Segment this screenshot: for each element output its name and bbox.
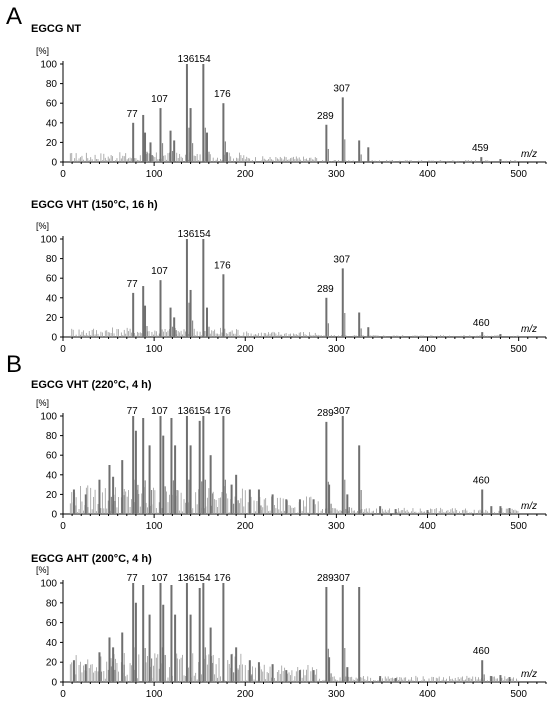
chart-title: EGCG AHT (200°C, 4 h): [31, 553, 152, 565]
x-tick-label: 500: [510, 344, 527, 355]
x-tick-label: 300: [328, 344, 345, 355]
peak-label: 289: [317, 111, 334, 122]
x-tick-label: 0: [60, 169, 66, 180]
peak-label: 289: [317, 573, 334, 584]
peak-label: 307: [333, 83, 350, 94]
x-tick-label: 100: [146, 344, 163, 355]
peak-label: 136: [178, 406, 195, 417]
y-tick-label: 60: [46, 99, 58, 110]
x-tick-label: 500: [510, 169, 527, 180]
peak-label: 107: [151, 266, 168, 277]
y-tick-label: 80: [46, 254, 58, 265]
peak-label: 307: [333, 254, 350, 265]
y-tick-label: 60: [46, 451, 58, 462]
peak-label: 77: [127, 406, 139, 417]
peak-label: 176: [214, 573, 231, 584]
y-tick-label: 20: [46, 313, 58, 324]
peak-label: 154: [194, 229, 211, 240]
y-tick-label: 20: [46, 490, 58, 501]
x-tick-label: 200: [237, 521, 254, 532]
peak-label: 307: [333, 573, 350, 584]
peak-label: 176: [214, 89, 231, 100]
peak-label: 307: [333, 406, 350, 417]
y-tick-label: 20: [46, 658, 58, 669]
y-tick-label: 40: [46, 470, 58, 481]
y-tick-label: 40: [46, 118, 58, 129]
peak-label: 176: [214, 260, 231, 271]
peak-label: 154: [194, 573, 211, 584]
y-tick-label: 40: [46, 638, 58, 649]
spectrum-panel: EGCG VHT (150°C, 16 h) [%] m/z 0 20 40 60 80 100…: [31, 199, 547, 355]
panel-letter-a: A: [6, 3, 22, 30]
y-tick-label: 100: [40, 579, 57, 590]
peak-label: 460: [473, 476, 490, 487]
x-axis-label: m/z: [521, 669, 537, 680]
x-tick-label: 200: [237, 689, 254, 700]
x-tick-label: 300: [328, 169, 345, 180]
x-tick-label: 400: [419, 689, 436, 700]
x-tick-label: 0: [60, 521, 66, 532]
peak-label: 107: [151, 573, 168, 584]
y-tick-label: 80: [46, 431, 58, 442]
spectrum-panel: EGCG AHT (200°C, 4 h)[%] m/z 0 20 40 60 80 100 0…: [31, 553, 547, 700]
y-tick-label: 100: [40, 235, 57, 246]
peak-label: 289: [317, 284, 334, 295]
peak-label: 77: [127, 109, 139, 120]
x-tick-label: 100: [146, 169, 163, 180]
peak-label: 136: [178, 54, 195, 65]
chart-title: EGCG VHT (220°C, 4 h): [31, 379, 152, 391]
y-tick-label: 0: [51, 158, 57, 169]
x-tick-label: 400: [419, 521, 436, 532]
chart-title: EGCG NT: [31, 23, 81, 35]
peak-label: 136: [178, 573, 195, 584]
peak-label: 460: [473, 318, 490, 329]
peak-label: 460: [473, 646, 490, 657]
x-axis-label: m/z: [521, 324, 537, 335]
y-tick-label: 80: [46, 598, 58, 609]
peak-label: 154: [194, 54, 211, 65]
x-axis-label: m/z: [521, 501, 537, 512]
x-tick-label: 0: [60, 344, 66, 355]
peak-label: 176: [214, 406, 231, 417]
y-axis-label: [%]: [36, 565, 49, 575]
peak-label: 77: [127, 573, 139, 584]
x-tick-label: 100: [146, 689, 163, 700]
spectrum-panel: EGCG VHT (220°C, 4 h) [%] m/z 0 20 40 60 80 100 0…: [31, 379, 547, 532]
x-tick-label: 400: [419, 169, 436, 180]
y-tick-label: 20: [46, 138, 58, 149]
peak-label: 107: [151, 94, 168, 105]
y-tick-label: 40: [46, 293, 58, 304]
peak-label: 289: [317, 408, 334, 419]
x-axis-label: m/z: [521, 149, 537, 160]
y-axis-label: [%]: [36, 398, 49, 408]
spectrum-panel: EGCG NT [%] m/z 0 20 40 60 80 100 0 100 200 300 400 50…: [31, 23, 547, 180]
x-tick-label: 0: [60, 689, 66, 700]
peak-label: 459: [472, 143, 489, 154]
y-tick-label: 80: [46, 79, 58, 90]
x-tick-label: 500: [510, 521, 527, 532]
peak-label: 77: [127, 279, 139, 290]
y-axis-label: [%]: [36, 221, 49, 231]
y-tick-label: 0: [51, 333, 57, 344]
y-tick-label: 0: [51, 510, 57, 521]
x-tick-label: 300: [328, 689, 345, 700]
x-tick-label: 300: [328, 521, 345, 532]
y-tick-label: 60: [46, 618, 58, 629]
chart-title: EGCG VHT (150°C, 16 h): [31, 199, 158, 211]
peak-label: 107: [151, 406, 168, 417]
peak-label: 136: [178, 229, 195, 240]
x-tick-label: 100: [146, 521, 163, 532]
y-tick-label: 60: [46, 274, 58, 285]
peak-label: 154: [194, 406, 211, 417]
y-tick-label: 100: [40, 60, 57, 71]
x-tick-label: 400: [419, 344, 436, 355]
x-tick-label: 500: [510, 689, 527, 700]
panel-letter-b: B: [6, 351, 22, 378]
x-tick-label: 200: [237, 344, 254, 355]
x-tick-label: 200: [237, 169, 254, 180]
y-axis-label: [%]: [36, 46, 49, 56]
y-tick-label: 0: [51, 678, 57, 689]
y-tick-label: 100: [40, 412, 57, 423]
